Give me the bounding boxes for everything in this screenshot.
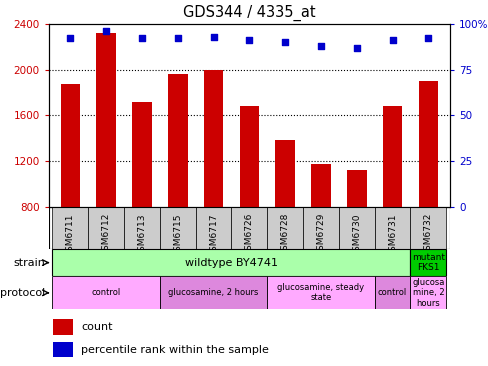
Point — [316, 43, 324, 49]
FancyBboxPatch shape — [124, 207, 160, 249]
Text: wildtype BY4741: wildtype BY4741 — [184, 258, 277, 268]
Text: GSM6712: GSM6712 — [102, 213, 110, 257]
Point — [209, 34, 217, 40]
Bar — [203, 70, 223, 207]
Point — [102, 28, 110, 34]
Text: count: count — [81, 322, 112, 332]
FancyBboxPatch shape — [52, 207, 88, 249]
FancyBboxPatch shape — [409, 249, 446, 276]
Bar — [53, 319, 73, 335]
Text: GSM6729: GSM6729 — [316, 213, 325, 257]
Text: GSM6728: GSM6728 — [280, 213, 289, 257]
Text: GSM6717: GSM6717 — [209, 213, 218, 257]
Bar — [382, 106, 402, 207]
Bar — [275, 141, 294, 207]
Point — [138, 36, 145, 41]
FancyBboxPatch shape — [267, 276, 374, 309]
FancyBboxPatch shape — [52, 249, 409, 276]
Bar — [96, 33, 116, 207]
Text: protocol: protocol — [0, 288, 45, 298]
Bar — [53, 341, 73, 358]
Text: mutant
FKS1: mutant FKS1 — [411, 253, 444, 272]
Text: percentile rank within the sample: percentile rank within the sample — [81, 344, 268, 355]
Text: GSM6711: GSM6711 — [66, 213, 75, 257]
FancyBboxPatch shape — [374, 207, 409, 249]
Text: glucosa
mine, 2
hours: glucosa mine, 2 hours — [411, 278, 444, 308]
Bar — [346, 170, 366, 207]
Text: GSM6713: GSM6713 — [137, 213, 146, 257]
FancyBboxPatch shape — [374, 276, 409, 309]
Bar — [239, 106, 259, 207]
FancyBboxPatch shape — [267, 207, 303, 249]
Bar — [132, 101, 151, 207]
Text: GSM6715: GSM6715 — [173, 213, 182, 257]
Bar — [61, 85, 80, 207]
Bar — [418, 81, 437, 207]
Point — [424, 36, 431, 41]
FancyBboxPatch shape — [231, 207, 267, 249]
Point — [281, 39, 288, 45]
Text: control: control — [377, 288, 407, 297]
FancyBboxPatch shape — [409, 276, 446, 309]
FancyBboxPatch shape — [338, 207, 374, 249]
FancyBboxPatch shape — [160, 276, 267, 309]
Point — [66, 36, 74, 41]
FancyBboxPatch shape — [88, 207, 124, 249]
Text: glucosamine, 2 hours: glucosamine, 2 hours — [168, 288, 258, 297]
Point — [352, 45, 360, 51]
Text: strain: strain — [13, 258, 45, 268]
Text: GSM6731: GSM6731 — [387, 213, 396, 257]
Bar — [310, 164, 330, 207]
Bar — [167, 74, 187, 207]
FancyBboxPatch shape — [52, 276, 160, 309]
Text: GSM6726: GSM6726 — [244, 213, 253, 257]
Text: GSM6730: GSM6730 — [351, 213, 361, 257]
FancyBboxPatch shape — [195, 207, 231, 249]
Text: control: control — [91, 288, 121, 297]
Point — [174, 36, 182, 41]
FancyBboxPatch shape — [303, 207, 338, 249]
Point — [388, 37, 396, 43]
FancyBboxPatch shape — [160, 207, 195, 249]
FancyBboxPatch shape — [409, 207, 446, 249]
Title: GDS344 / 4335_at: GDS344 / 4335_at — [183, 5, 315, 21]
Text: glucosamine, steady
state: glucosamine, steady state — [277, 283, 364, 303]
Text: GSM6732: GSM6732 — [423, 213, 432, 257]
Point — [245, 37, 253, 43]
